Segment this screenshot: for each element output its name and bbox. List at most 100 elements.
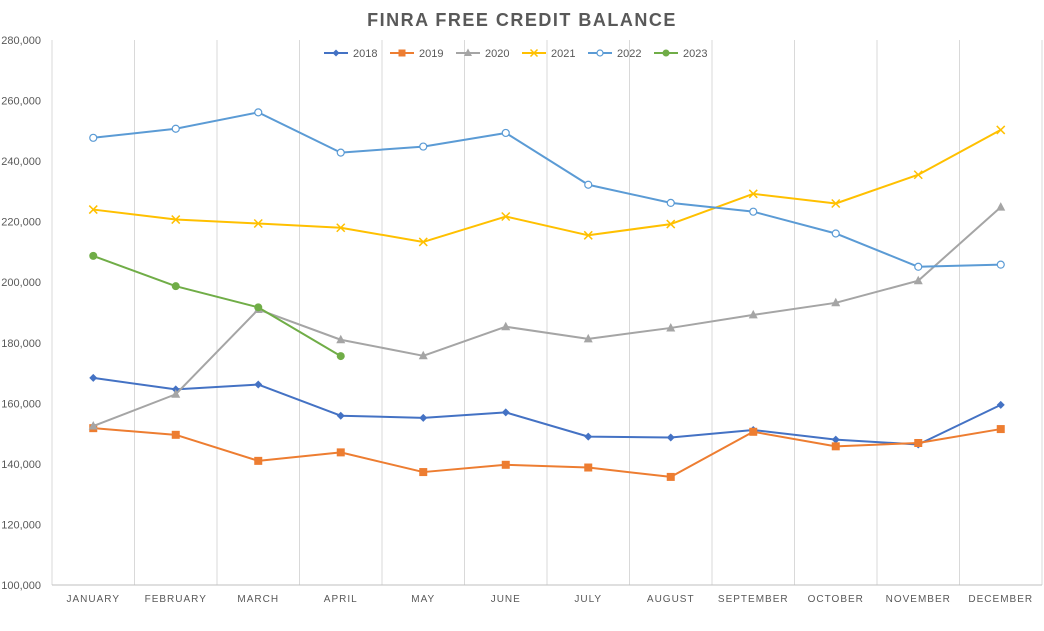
series-line [93,427,1001,478]
data-point [171,124,180,133]
legend-item: 2020 [456,48,509,60]
x-axis: JANUARY FEBRUARY MARCH APRIL MAY JUNE JULY AUGU… [67,594,1033,605]
x-tick-label: AUGUST [647,594,695,605]
data-point [666,198,675,207]
data-point [254,456,263,465]
data-point-stroke [501,211,511,222]
data-point [583,333,593,343]
data-point-stroke [583,230,593,240]
x-tick-label: JULY [574,594,602,605]
data-point [171,215,181,225]
x-tick-label: DECEMBER [968,594,1033,605]
x-tick-label: APRIL [324,594,358,605]
data-point [914,438,923,447]
data-point [666,472,675,481]
legend-item: 2021 [522,48,575,60]
data-point [996,125,1006,135]
data-point [336,223,346,233]
data-point [336,448,345,457]
x-tick-label: JANUARY [67,594,121,605]
x-tick-label: MARCH [237,594,279,605]
x-tick-label: NOVEMBER [886,594,951,605]
y-tick-label: 100,000 [1,580,41,592]
data-point [171,389,181,398]
data-point [996,425,1005,434]
y-tick-label: 140,000 [1,459,41,471]
legend-label: 2018 [353,48,377,60]
data-point [171,430,180,439]
data-point [996,260,1005,269]
data-point [666,433,675,442]
data-point [336,411,345,420]
series-line [93,111,1001,268]
data-point [584,463,593,472]
data-point [584,432,593,441]
legend-label: 2019 [419,48,443,60]
data-point [501,460,510,469]
data-point [501,408,510,417]
legend-item: 2022 [588,48,641,60]
data-point [501,211,511,222]
y-tick-label: 220,000 [1,217,41,229]
data-point-stroke [418,237,428,247]
data-point-stroke [253,218,263,229]
data-point [254,380,263,389]
x-tick-label: FEBRUARY [145,594,207,605]
series-2023 [89,251,345,361]
legend-item: 2023 [654,48,707,60]
chart-title: FINRA FREE CREDIT BALANCE [367,10,677,30]
data-point [662,49,670,57]
y-tick-label: 120,000 [1,519,41,531]
x-tick-label: MAY [411,594,435,605]
data-point [253,218,263,229]
data-point [529,48,539,58]
data-point-stroke [666,219,676,229]
data-point [596,49,604,57]
data-point [254,108,263,117]
data-point [501,128,510,138]
data-point [913,275,923,285]
x-tick-label: OCTOBER [808,594,864,605]
data-point [749,207,758,216]
y-tick-label: 160,000 [1,398,41,410]
series-line [92,254,342,357]
series-line [93,129,1002,243]
data-point [666,219,676,229]
series-line [93,376,1002,446]
data-point [332,49,340,57]
data-point [418,350,428,360]
data-point [398,49,406,57]
y-tick-label: 180,000 [1,338,41,350]
data-point [89,373,98,382]
data-point-stroke [171,215,181,225]
data-point [501,321,511,331]
data-point [464,48,472,56]
legend-label: 2020 [485,48,509,60]
data-point [171,282,180,291]
legend-label: 2022 [617,48,641,60]
data-point-stroke [336,223,346,233]
data-point [996,202,1006,211]
data-point [336,148,345,157]
data-point-stroke [529,48,539,58]
data-point-stroke [996,125,1006,135]
data-point-stroke [831,198,841,209]
data-point [831,229,840,238]
data-point [89,251,98,260]
data-point [336,334,346,344]
data-point [419,468,428,477]
data-point [913,170,923,180]
y-tick-label: 260,000 [1,96,41,108]
data-point [584,180,593,189]
y-tick-label: 240,000 [1,156,41,168]
data-point [88,421,98,430]
series-2022 [89,108,1005,271]
data-point [419,413,428,422]
data-point [748,189,758,199]
data-point [914,262,923,271]
y-tick-label: 200,000 [1,277,41,289]
gridlines [51,40,1043,586]
data-point [583,230,593,240]
